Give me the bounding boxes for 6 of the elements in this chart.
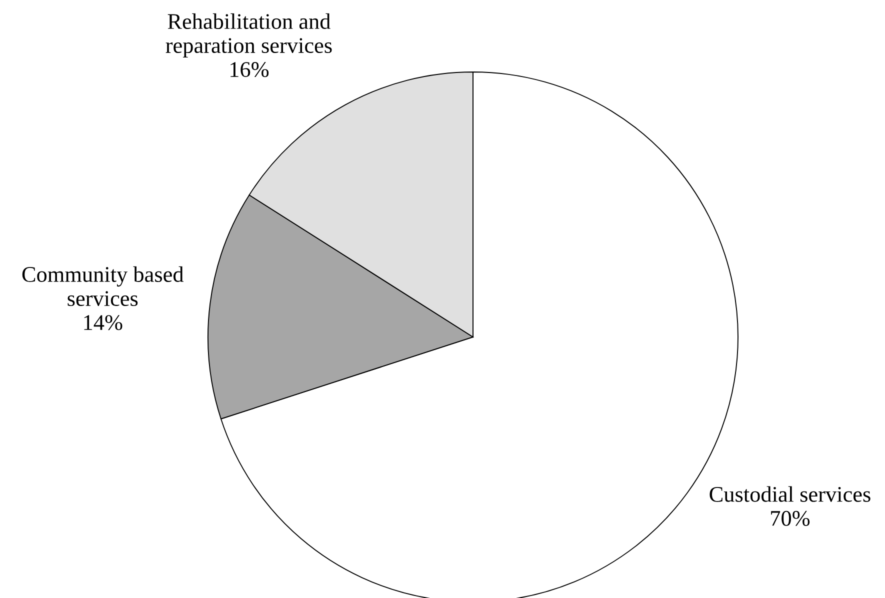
data-label: 70% — [771, 510, 810, 526]
data-label: 16% — [230, 62, 269, 78]
slice-label: Custodial services — [710, 486, 870, 502]
data-label: 14% — [84, 315, 122, 330]
slice-label: Rehabilitation and reparation services — [166, 13, 332, 58]
slice-label: Community based services — [22, 266, 184, 306]
